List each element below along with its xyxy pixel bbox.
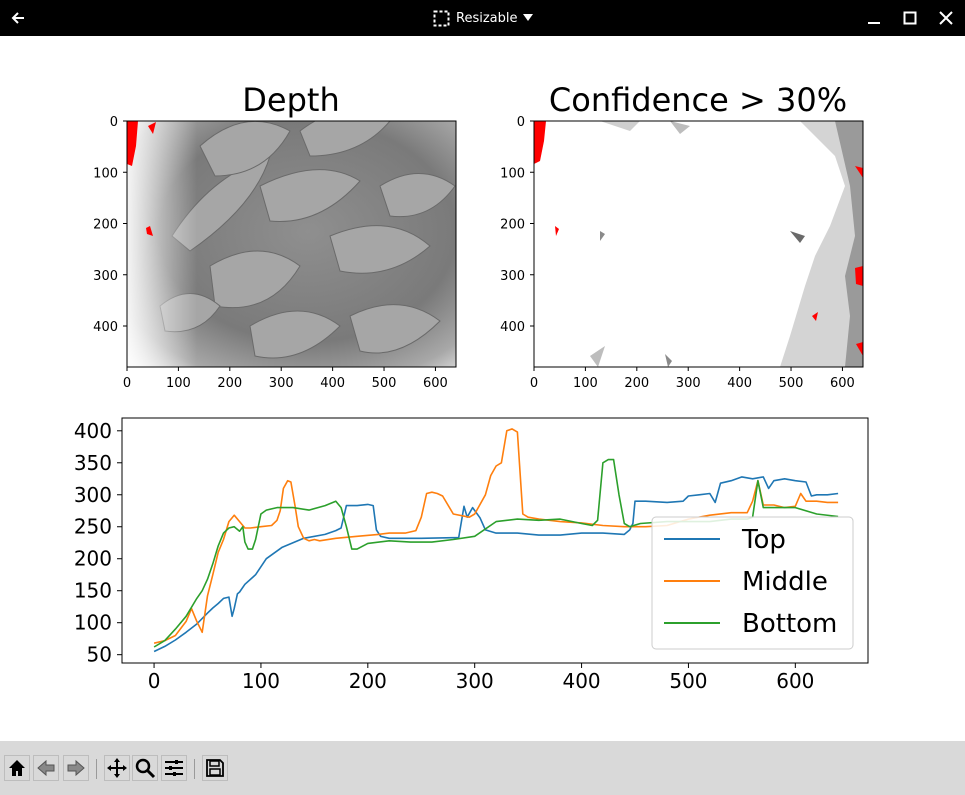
chart-x-tick-label: 300 xyxy=(456,669,494,693)
confidence-image xyxy=(534,121,863,367)
chart-y-tick-label: 300 xyxy=(74,483,112,507)
back-nav-button[interactable] xyxy=(33,755,59,781)
close-icon xyxy=(939,11,953,25)
chart-y-tick-label: 400 xyxy=(74,419,112,443)
forward-icon xyxy=(67,759,85,777)
chart-x-tick-label: 500 xyxy=(669,669,707,693)
x-tick-label: 0 xyxy=(530,376,538,391)
chart-x-tick-label: 200 xyxy=(349,669,387,693)
y-tick-label: 300 xyxy=(500,269,525,284)
confidence-title: Confidence > 30% xyxy=(549,81,847,119)
x-tick-label: 100 xyxy=(166,376,191,391)
minimize-icon xyxy=(868,22,880,24)
toolbar-separator xyxy=(194,759,195,779)
depth-image xyxy=(127,121,456,367)
zoom-icon xyxy=(135,758,156,779)
back-icon xyxy=(37,759,55,777)
series-line-middle xyxy=(153,428,839,644)
chart-x-tick-label: 100 xyxy=(242,669,280,693)
close-button[interactable] xyxy=(934,0,958,36)
back-button[interactable] xyxy=(4,0,32,36)
maximize-button[interactable] xyxy=(898,0,922,36)
y-tick-label: 100 xyxy=(93,166,118,181)
depth-title: Depth xyxy=(242,81,339,119)
x-tick-label: 400 xyxy=(320,376,345,391)
x-tick-label: 200 xyxy=(624,376,649,391)
pan-icon xyxy=(107,758,127,778)
minimize-button[interactable] xyxy=(862,0,886,36)
toolbar-separator xyxy=(96,759,97,779)
save-icon xyxy=(206,759,224,777)
chart-y-tick-label: 50 xyxy=(87,643,112,667)
x-tick-label: 200 xyxy=(217,376,242,391)
chart-x-tick-label: 0 xyxy=(148,669,161,693)
x-tick-label: 600 xyxy=(830,376,855,391)
x-tick-label: 300 xyxy=(676,376,701,391)
caret-down-icon xyxy=(523,14,534,21)
maximize-icon xyxy=(903,11,917,25)
resize-dashed-square-icon xyxy=(433,10,450,26)
home-icon xyxy=(9,760,25,776)
line-chart: 0 100 200 300 400 500 600 50 100 150 200 250 300 350 4… xyxy=(74,417,869,693)
x-tick-label: 600 xyxy=(423,376,448,391)
y-tick-label: 100 xyxy=(500,166,525,181)
x-tick-label: 500 xyxy=(779,376,804,391)
chart-y-tick-label: 350 xyxy=(74,451,112,475)
figure-canvas[interactable]: Depth 0 100 200 300 400 500 600 0 100 200 300 400 xyxy=(0,36,965,741)
save-button[interactable] xyxy=(202,755,228,781)
legend-label-top: Top xyxy=(741,525,786,555)
series-line-top xyxy=(153,476,839,653)
chart-y-tick-label: 200 xyxy=(74,547,112,571)
resize-mode-label: Resizable xyxy=(456,10,518,26)
configure-subplots-button[interactable] xyxy=(161,755,187,781)
pan-button[interactable] xyxy=(104,755,130,781)
y-tick-label: 300 xyxy=(93,269,118,284)
chart-x-tick-label: 600 xyxy=(776,669,814,693)
home-button[interactable] xyxy=(4,755,30,781)
zoom-button[interactable] xyxy=(132,755,158,781)
x-tick-label: 100 xyxy=(573,376,598,391)
y-tick-label: 400 xyxy=(500,320,525,335)
navigation-toolbar xyxy=(0,741,965,795)
title-bar: Resizable xyxy=(0,0,965,36)
y-tick-label: 400 xyxy=(93,320,118,335)
back-arrow-icon xyxy=(11,12,24,24)
y-tick-label: 0 xyxy=(110,115,118,130)
chart-x-tick-label: 400 xyxy=(562,669,600,693)
chart-y-tick-label: 250 xyxy=(74,515,112,539)
y-tick-label: 200 xyxy=(500,218,525,233)
y-tick-label: 200 xyxy=(93,218,118,233)
legend-label-bottom: Bottom xyxy=(742,609,837,639)
x-tick-label: 300 xyxy=(269,376,294,391)
legend-label-middle: Middle xyxy=(742,567,828,597)
resize-mode-dropdown[interactable]: Resizable xyxy=(433,0,534,36)
y-tick-label: 0 xyxy=(517,115,525,130)
x-tick-label: 0 xyxy=(123,376,131,391)
x-tick-label: 400 xyxy=(727,376,752,391)
chart-legend: Top Middle Bottom xyxy=(651,516,854,650)
forward-nav-button[interactable] xyxy=(63,755,89,781)
configure-subplots-icon xyxy=(165,760,183,776)
chart-y-tick-label: 150 xyxy=(74,579,112,603)
chart-y-tick-label: 100 xyxy=(74,611,112,635)
x-tick-label: 500 xyxy=(372,376,397,391)
